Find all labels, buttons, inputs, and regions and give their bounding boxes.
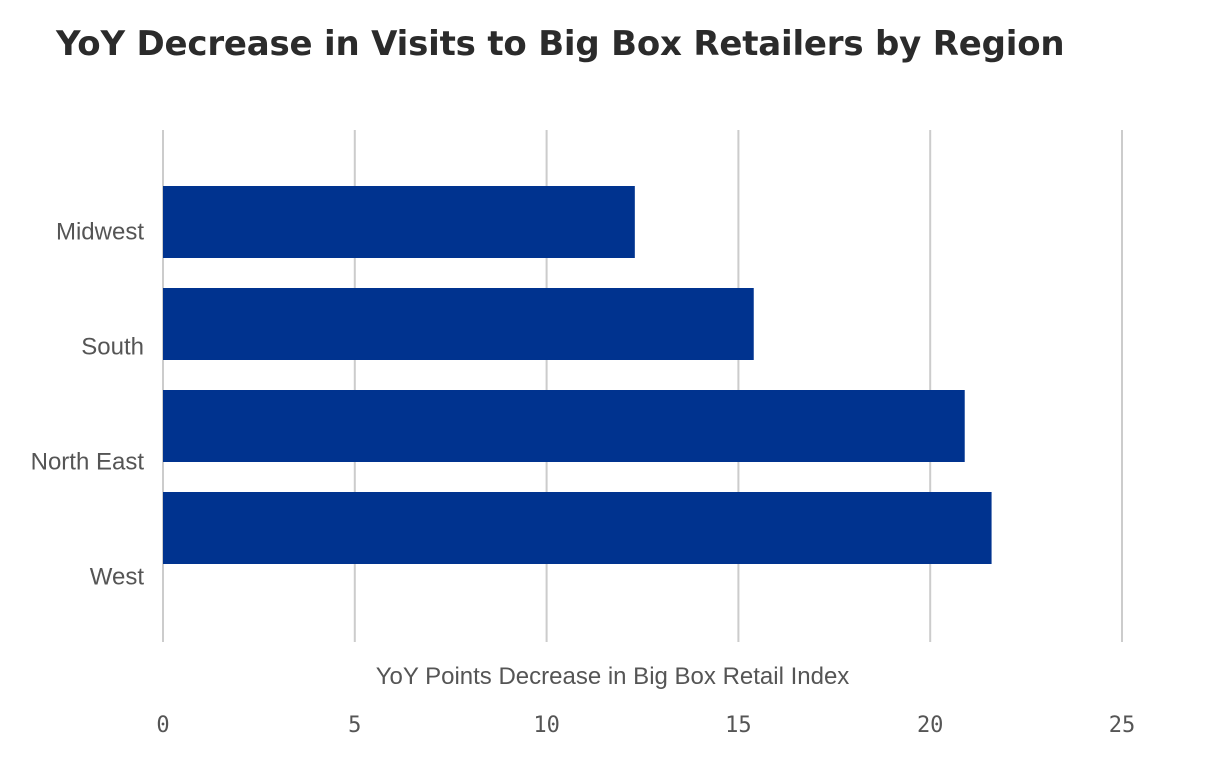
x-tick-label-20: 20 [917, 713, 944, 738]
category-label-midwest: Midwest [56, 218, 144, 245]
category-label-west: West [90, 563, 145, 590]
category-label-south: South [81, 333, 144, 360]
x-axis-title: YoY Points Decrease in Big Box Retail In… [376, 663, 850, 690]
x-tick-label-15: 15 [725, 713, 752, 738]
bar-south [163, 288, 754, 360]
chart-title: YoY Decrease in Visits to Big Box Retail… [56, 24, 1065, 64]
bars [163, 186, 992, 564]
category-labels: Midwest South North East West [31, 218, 145, 590]
x-tick-label-0: 0 [156, 713, 169, 738]
x-tick-labels: 0 5 10 15 20 25 [156, 713, 1135, 738]
bar-north-east [163, 390, 965, 462]
category-label-north-east: North East [31, 448, 145, 475]
bar-midwest [163, 186, 635, 258]
bar-west [163, 492, 992, 564]
x-tick-label-5: 5 [348, 713, 361, 738]
x-tick-label-25: 25 [1109, 713, 1136, 738]
x-tick-label-10: 10 [533, 713, 560, 738]
